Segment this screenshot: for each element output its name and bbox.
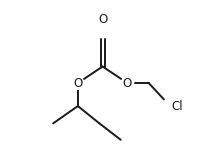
Text: O: O: [98, 13, 107, 26]
Text: Cl: Cl: [171, 100, 183, 113]
Text: O: O: [73, 77, 82, 89]
Text: O: O: [123, 77, 132, 89]
